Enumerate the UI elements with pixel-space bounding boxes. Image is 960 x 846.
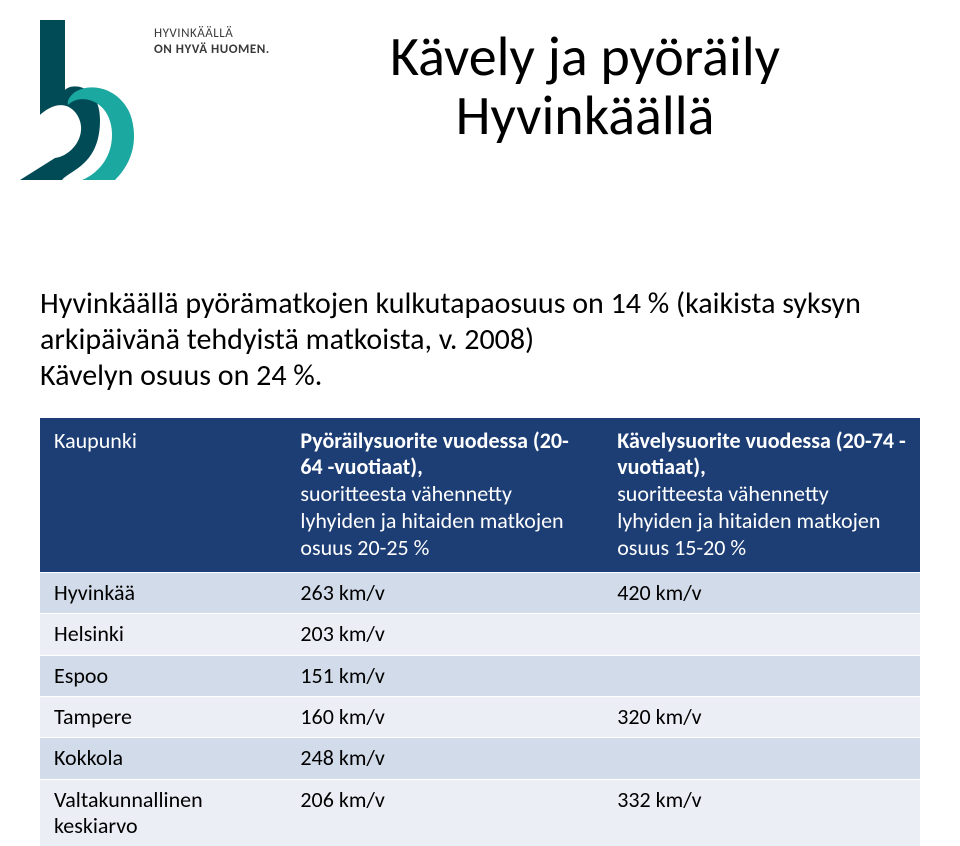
- title-line1: Kävely ja pyöräily: [390, 23, 780, 91]
- intro-line3: Kävelyn osuus on 24 %.: [40, 357, 322, 394]
- cell-bike: 248 km/v: [286, 738, 603, 779]
- cell-city: Helsinki: [40, 614, 286, 655]
- cell-bike: 203 km/v: [286, 614, 603, 655]
- cell-walk: 320 km/v: [603, 696, 920, 737]
- th-walk-bold: Kävelysuorite vuodessa (20-74 -vuotiaat)…: [617, 428, 906, 482]
- th-city-label: Kaupunki: [54, 427, 137, 454]
- th-walk: Kävelysuorite vuodessa (20-74 -vuotiaat)…: [603, 418, 920, 573]
- table-row: Helsinki 203 km/v: [40, 614, 920, 655]
- cell-city: Tampere: [40, 696, 286, 737]
- table-row: Valtakunnallinen keskiarvo 206 km/v 332 …: [40, 779, 920, 846]
- table-row: Kokkola 248 km/v: [40, 738, 920, 779]
- th-city: Kaupunki: [40, 418, 286, 573]
- cell-city: Hyvinkää: [40, 572, 286, 613]
- logo-tagline-line2: ON HYVÄ HUOMEN.: [154, 42, 270, 57]
- th-walk-rest: suoritteesta vähennetty lyhyiden ja hita…: [617, 480, 880, 561]
- table-row: Espoo 151 km/v: [40, 655, 920, 696]
- table-row: Tampere 160 km/v 320 km/v: [40, 696, 920, 737]
- title-line2: Hyvinkäällä: [456, 82, 715, 150]
- cell-bike: 160 km/v: [286, 696, 603, 737]
- brand-logo: HYVINKÄÄLLÄ ON HYVÄ HUOMEN.: [20, 20, 270, 180]
- cell-walk: 332 km/v: [603, 779, 920, 846]
- cell-city: Kokkola: [40, 738, 286, 779]
- cell-bike: 206 km/v: [286, 779, 603, 846]
- logo-tagline-line1: HYVINKÄÄLLÄ: [154, 26, 233, 41]
- data-table: Kaupunki Pyöräilysuorite vuodessa (20-64…: [40, 418, 920, 846]
- cell-walk: 420 km/v: [603, 572, 920, 613]
- table-header-row: Kaupunki Pyöräilysuorite vuodessa (20-64…: [40, 418, 920, 573]
- cell-walk: [603, 614, 920, 655]
- th-bike-rest: suoritteesta vähennetty lyhyiden ja hita…: [300, 480, 563, 561]
- cell-walk: [603, 655, 920, 696]
- intro-line1: Hyvinkäällä pyörämatkojen kulkutapaosuus…: [40, 285, 861, 358]
- table-row: Hyvinkää 263 km/v 420 km/v: [40, 572, 920, 613]
- th-bike: Pyöräilysuorite vuodessa (20-64 -vuotiaa…: [286, 418, 603, 573]
- cell-city: Valtakunnallinen keskiarvo: [40, 779, 286, 846]
- cell-bike: 151 km/v: [286, 655, 603, 696]
- intro-text: Hyvinkäällä pyörämatkojen kulkutapaosuus…: [40, 286, 920, 394]
- cell-bike: 263 km/v: [286, 572, 603, 613]
- th-bike-bold: Pyöräilysuorite vuodessa (20-64 -vuotiaa…: [300, 428, 589, 482]
- cell-city: Espoo: [40, 655, 286, 696]
- logo-tagline: HYVINKÄÄLLÄ ON HYVÄ HUOMEN.: [154, 26, 270, 59]
- logo-mark-icon: [20, 20, 140, 180]
- cell-walk: [603, 738, 920, 779]
